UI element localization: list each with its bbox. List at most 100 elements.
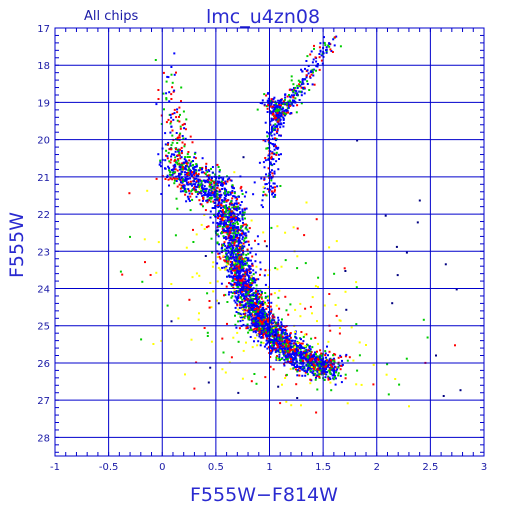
data-point	[288, 348, 291, 351]
data-point	[187, 181, 190, 184]
data-point	[245, 286, 248, 289]
data-point	[249, 301, 252, 304]
data-point	[259, 327, 262, 330]
data-point	[191, 198, 194, 201]
data-point	[207, 195, 210, 198]
data-point	[259, 304, 262, 307]
data-point	[237, 312, 240, 315]
data-point	[184, 178, 187, 180]
data-point	[226, 219, 229, 222]
data-point	[238, 289, 241, 292]
data-point	[355, 281, 358, 284]
data-point	[182, 184, 185, 187]
data-point	[243, 213, 245, 216]
data-point	[304, 78, 307, 81]
data-point	[244, 312, 247, 315]
data-point	[226, 227, 229, 230]
data-point	[229, 218, 232, 221]
data-point	[313, 355, 316, 358]
data-point	[275, 108, 278, 111]
data-point	[284, 231, 287, 234]
data-point	[317, 342, 319, 345]
data-point	[233, 241, 236, 244]
data-point	[285, 356, 288, 359]
data-point	[265, 194, 268, 197]
data-point	[275, 334, 278, 337]
data-point	[243, 237, 246, 240]
data-point	[231, 219, 234, 222]
data-point	[335, 35, 338, 38]
data-point	[220, 221, 223, 224]
data-point	[232, 221, 235, 224]
data-point	[242, 283, 245, 286]
data-point	[224, 190, 227, 193]
data-point	[444, 263, 447, 266]
data-point	[314, 360, 317, 363]
data-point	[318, 373, 321, 376]
data-point	[300, 91, 303, 94]
data-point	[292, 104, 295, 107]
data-point	[269, 352, 272, 355]
data-point	[278, 123, 281, 126]
data-point	[206, 292, 209, 295]
data-point	[252, 321, 255, 324]
data-point	[188, 156, 191, 158]
data-point	[246, 327, 249, 330]
data-point	[288, 341, 291, 344]
data-point	[237, 248, 240, 251]
data-point	[222, 216, 225, 219]
data-point	[322, 370, 325, 373]
data-point	[279, 337, 282, 340]
data-point	[302, 352, 305, 354]
data-point	[264, 327, 267, 330]
data-point	[226, 231, 229, 234]
data-point	[264, 312, 267, 315]
data-point	[264, 301, 266, 304]
data-point	[250, 247, 253, 250]
data-point	[235, 245, 238, 248]
data-point	[203, 214, 206, 216]
y-tick-label: 24	[37, 285, 50, 296]
data-point	[202, 198, 205, 201]
data-point	[264, 320, 267, 323]
data-point	[236, 216, 238, 219]
data-point	[204, 255, 207, 257]
data-point	[282, 345, 285, 348]
data-point	[277, 146, 280, 149]
data-point	[167, 76, 170, 79]
data-point	[174, 161, 177, 164]
data-point	[279, 126, 282, 129]
data-point	[173, 168, 175, 171]
data-point	[285, 345, 288, 348]
data-point	[270, 351, 273, 354]
data-point	[184, 137, 187, 140]
data-point	[237, 253, 239, 255]
data-point	[249, 313, 252, 316]
data-point	[219, 222, 222, 225]
data-point	[243, 297, 245, 300]
data-point	[181, 181, 184, 184]
data-point	[282, 342, 284, 345]
data-point	[170, 158, 173, 161]
data-point	[210, 182, 212, 184]
data-point	[265, 343, 268, 346]
data-point	[210, 189, 213, 192]
data-point	[270, 319, 273, 322]
data-point	[319, 50, 322, 53]
data-point	[328, 359, 331, 362]
data-point	[238, 257, 241, 260]
data-point	[230, 275, 233, 278]
data-point	[267, 274, 270, 277]
data-point	[171, 81, 174, 84]
data-point	[322, 367, 325, 370]
data-point	[276, 185, 279, 188]
x-tick-label: -1	[50, 462, 60, 473]
data-point	[334, 304, 337, 306]
data-point	[263, 240, 266, 243]
data-point	[210, 194, 213, 197]
data-point	[295, 344, 298, 347]
data-point	[285, 103, 288, 106]
data-point	[331, 374, 334, 377]
data-point	[252, 269, 255, 272]
data-point	[269, 345, 272, 348]
